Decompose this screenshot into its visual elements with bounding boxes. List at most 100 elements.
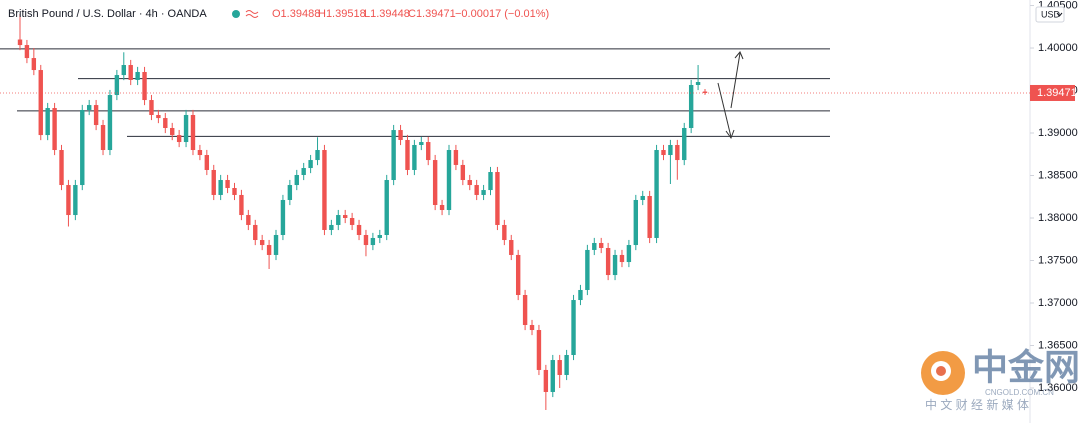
candle-body — [363, 235, 369, 246]
candle-body — [266, 245, 272, 255]
y-tick-label: 1.36500 — [1038, 339, 1078, 351]
candle-body — [419, 142, 424, 145]
candle-body — [695, 82, 701, 85]
plot-area: 1.36000 1.36500 1.37000 1.37500 1.38000 1.385… — [0, 0, 1078, 410]
candle-body — [571, 300, 576, 356]
candle-body — [702, 91, 708, 93]
arrow-up — [730, 52, 741, 109]
candle-body — [405, 139, 410, 170]
candle-body — [322, 150, 327, 230]
legend-bar: British Pound / U.S. Dollar · 4h · OANDA… — [8, 8, 549, 20]
candle-body — [31, 58, 37, 71]
candle-body — [488, 172, 493, 191]
candle-body — [467, 180, 472, 186]
candle-body — [398, 130, 403, 140]
candle-body — [280, 199, 286, 235]
projection-arrows — [717, 51, 744, 140]
candle-body — [550, 360, 555, 392]
candle-body — [24, 45, 30, 59]
candle-body — [675, 144, 680, 161]
candle-body — [239, 194, 244, 216]
candle-body — [391, 130, 396, 181]
candle-body — [446, 150, 452, 211]
candle-body — [343, 215, 348, 219]
y-tick-label: 1.37500 — [1038, 254, 1078, 266]
candle-body — [80, 109, 85, 186]
candle-body — [170, 127, 175, 136]
candle-body — [412, 144, 417, 170]
candle-body — [426, 142, 431, 161]
candle-body — [273, 235, 279, 255]
candle-body — [294, 174, 299, 186]
watermark-tagline: 中 文 财 经 新 媒 体 — [925, 397, 1029, 412]
candle-body — [156, 114, 161, 119]
legend-open: O1.39488 — [272, 8, 320, 20]
candle-body — [515, 254, 521, 296]
candle-body — [163, 118, 168, 128]
last-price-box — [1030, 84, 1075, 101]
candle-body — [52, 108, 57, 151]
candle-body — [640, 195, 645, 200]
y-tick-label: 1.36000 — [1038, 382, 1078, 394]
watermark-logo-core — [936, 366, 946, 376]
candle-body — [682, 127, 687, 161]
data-icon — [245, 10, 259, 18]
candle-body — [474, 185, 479, 195]
candle-body — [142, 71, 147, 101]
candle-body — [356, 224, 362, 235]
candle-body — [315, 150, 320, 161]
last-price-label: 1.39471 — [1037, 87, 1077, 99]
watermark-site: CNGOLD.COM.CN — [985, 388, 1054, 397]
candle-body — [384, 180, 389, 235]
currency-label[interactable]: USD — [1041, 9, 1061, 19]
candle-body — [460, 164, 466, 181]
y-tick-label: 1.40000 — [1038, 42, 1078, 54]
currency-box[interactable] — [1035, 6, 1065, 23]
candle-body — [86, 105, 92, 110]
candle-body — [453, 150, 459, 165]
candle-body — [114, 75, 120, 96]
candle-body — [211, 169, 216, 195]
candle-body — [536, 330, 542, 370]
y-tick-label: 1.38500 — [1038, 169, 1078, 181]
candle-body — [38, 70, 43, 136]
candle-body — [619, 254, 625, 263]
legend-low: L1.39448 — [364, 8, 410, 20]
candle-body — [585, 249, 590, 290]
candle-body — [287, 185, 293, 200]
candle-body — [197, 150, 203, 156]
candle-body — [93, 105, 99, 126]
legend-change: −0.00017 (−0.01%) — [455, 8, 549, 20]
candle-body — [599, 242, 604, 249]
watermark: 中金网 CNGOLD.COM.CN 中 文 财 经 新 媒 体 — [921, 347, 1080, 412]
market-status-dot — [232, 10, 240, 18]
legend-close: C1.39471 — [408, 8, 456, 20]
candle-body — [633, 199, 639, 246]
candle-body — [218, 180, 223, 195]
candle-body — [135, 71, 140, 80]
candle-body — [204, 155, 210, 170]
candle-body — [661, 150, 666, 156]
candle-body — [183, 114, 189, 143]
y-tick-label: 1.39000 — [1038, 127, 1078, 139]
candle-body — [349, 218, 355, 225]
y-tick-label: 1.38000 — [1038, 212, 1078, 224]
dropdown-caret — [1056, 12, 1063, 17]
symbol-title: British Pound / U.S. Dollar · 4h · OANDA — [8, 8, 207, 20]
watermark-brand: 中金网 — [972, 347, 1080, 388]
candle-body — [308, 160, 313, 169]
candle-body — [107, 95, 113, 151]
candle-body — [259, 240, 265, 246]
candle-body — [612, 254, 618, 276]
arrow-down-head — [725, 129, 735, 140]
candle-body — [336, 215, 341, 225]
candle-body — [592, 242, 597, 250]
currency-button[interactable]: USD — [1035, 6, 1065, 23]
candle-body — [543, 369, 549, 392]
candle-body — [59, 150, 64, 186]
candle-body — [66, 185, 71, 216]
candle-body — [377, 235, 382, 238]
candle-body — [481, 190, 486, 195]
candle-body — [329, 224, 334, 230]
